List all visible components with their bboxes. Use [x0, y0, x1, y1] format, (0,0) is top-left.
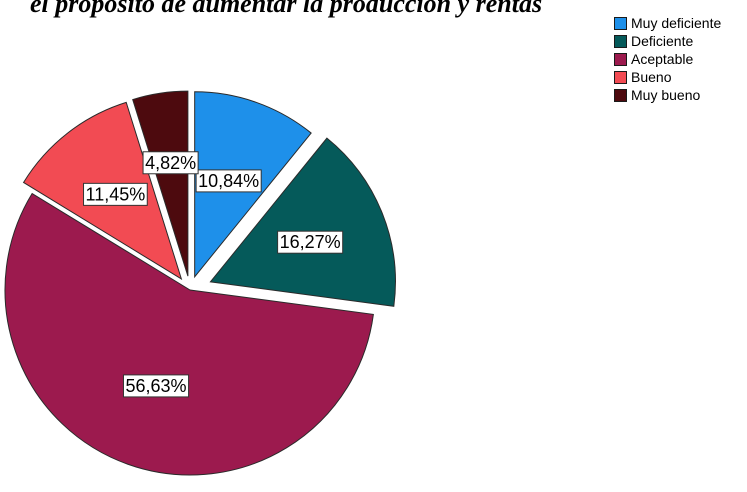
- svg-text:4,82%: 4,82%: [145, 153, 196, 173]
- slice-label-1: 10,84%: [195, 169, 262, 193]
- slice-label-2: 16,27%: [277, 230, 344, 254]
- legend-item-muy-deficiente: Muy deficiente: [614, 14, 721, 32]
- slice-label-5: 4,82%: [142, 151, 199, 175]
- legend-label: Deficiente: [631, 33, 694, 49]
- svg-text:16,27%: 16,27%: [280, 232, 341, 252]
- legend-item-muy-bueno: Muy bueno: [614, 86, 721, 104]
- legend-item-aceptable: Aceptable: [614, 50, 721, 68]
- legend-swatch: [614, 88, 627, 102]
- slice-label-3: 56,63%: [122, 374, 190, 398]
- legend: Muy deficiente Deficiente Aceptable Bueno Mu…: [614, 14, 721, 104]
- pie-slice-deficiente: [209, 137, 396, 307]
- legend-swatch: [614, 52, 627, 66]
- chart-title: el propósito de aumentar la producción y…: [30, 0, 543, 18]
- legend-label: Muy bueno: [631, 87, 701, 103]
- svg-text:11,45%: 11,45%: [86, 184, 146, 204]
- legend-swatch: [614, 34, 627, 48]
- svg-text:10,84%: 10,84%: [198, 171, 259, 191]
- legend-item-deficiente: Deficiente: [614, 32, 721, 50]
- legend-swatch: [614, 70, 627, 84]
- slice-label-4: 11,45%: [83, 182, 148, 206]
- legend-label: Muy deficiente: [631, 15, 722, 31]
- pie-slice-muy-bueno: [132, 90, 189, 277]
- pie-slice-aceptable: [4, 192, 374, 476]
- legend-item-bueno: Bueno: [614, 68, 721, 86]
- svg-text:56,63%: 56,63%: [125, 376, 186, 396]
- legend-swatch: [614, 16, 627, 30]
- legend-label: Aceptable: [631, 51, 694, 67]
- legend-label: Bueno: [631, 69, 672, 85]
